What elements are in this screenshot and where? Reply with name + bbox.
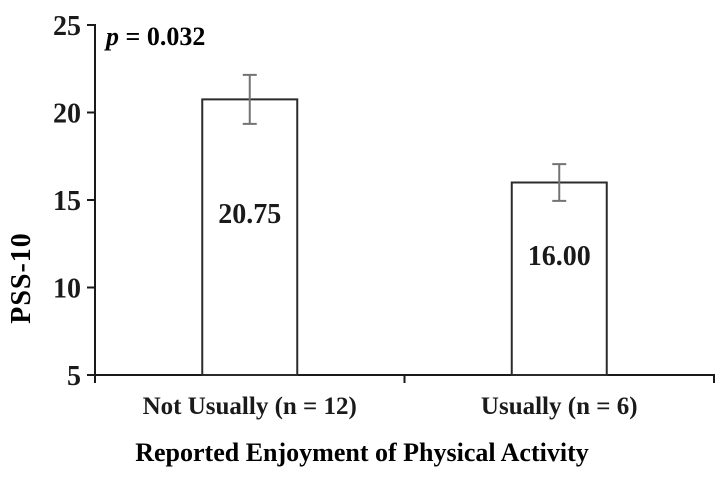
p-symbol: p — [106, 22, 119, 51]
y-tick-label: 25 — [53, 11, 81, 42]
y-axis-title: PSS-10 — [6, 232, 37, 324]
y-tick-label: 10 — [53, 274, 81, 305]
bar-1 — [510, 181, 608, 376]
p-value-annotation: p = 0.032 — [106, 22, 205, 52]
y-tick-label: 5 — [67, 361, 81, 392]
x-axis-title: Reported Enjoyment of Physical Activity — [135, 438, 589, 467]
y-tick-label: 20 — [53, 99, 81, 130]
bar-value-label-0: 20.75 — [218, 199, 281, 230]
y-tick-label: 15 — [53, 186, 81, 217]
bar-0 — [201, 98, 299, 376]
category-label-1: Usually (n = 6) — [481, 393, 638, 420]
bar-value-label-1: 16.00 — [528, 241, 591, 272]
category-label-0: Not Usually (n = 12) — [143, 393, 357, 420]
p-value-text: = 0.032 — [119, 22, 206, 51]
